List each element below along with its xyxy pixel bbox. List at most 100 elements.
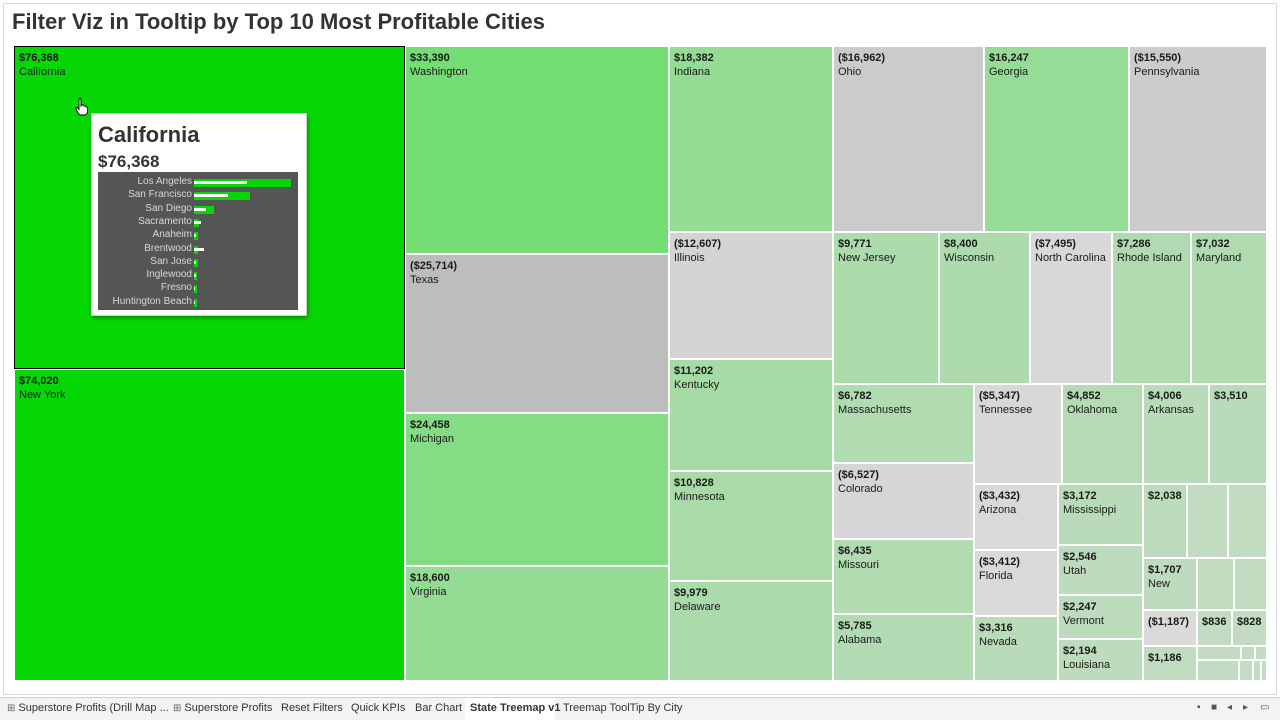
cell-profit-label: $6,782	[838, 390, 872, 402]
cell-state-label: Michigan	[410, 433, 455, 445]
treemap-cell-texas[interactable]: ($25,714) Texas	[405, 254, 669, 413]
treemap-cell-new-jersey[interactable]: $9,771 New Jersey	[833, 232, 939, 384]
cell-state-label: Maryland	[1196, 252, 1242, 264]
treemap-cell-utah[interactable]: $2,546 Utah	[1058, 545, 1143, 595]
treemap-cell-kentucky[interactable]: $11,202 Kentucky	[669, 359, 833, 471]
sheet-tab[interactable]: ⊞ Superstore Profits	[168, 698, 273, 720]
treemap-cell-delaware[interactable]: $9,979 Delaware	[669, 581, 833, 681]
treemap-cell-michigan[interactable]: $24,458 Michigan	[405, 413, 669, 566]
cell-profit-label: $7,032	[1196, 238, 1230, 250]
treemap-cell-small-h[interactable]	[1197, 660, 1239, 681]
cell-profit-label: $6,435	[838, 545, 872, 557]
sheet-tab-label: Quick KPIs	[351, 702, 406, 714]
treemap-cell-oklahoma[interactable]: $4,852 Oklahoma	[1062, 384, 1143, 484]
treemap-cell-louisiana[interactable]: $2,194 Louisiana	[1058, 639, 1143, 681]
sheet-tab[interactable]: Bar Chart	[410, 698, 462, 720]
treemap-cell-minnesota[interactable]: $10,828 Minnesota	[669, 471, 833, 581]
sheet-tab[interactable]: ⊞ Superstore Profits (Drill Map ...	[2, 698, 169, 720]
cell-profit-label: $2,247	[1063, 601, 1097, 613]
cell-state-label: Indiana	[674, 66, 711, 78]
treemap-cell-small-e[interactable]	[1197, 646, 1241, 660]
cell-state-label: Arkansas	[1148, 404, 1194, 416]
sheet-grid-icon[interactable]: ■	[1211, 702, 1218, 713]
hand-pointer-icon	[75, 98, 89, 116]
treemap-cell-arizona[interactable]: ($3,432) Arizona	[974, 484, 1058, 550]
cell-state-label: Nevada	[979, 636, 1017, 648]
sheet-tab[interactable]: State Treemap v1	[465, 698, 561, 720]
cell-profit-label: $2,546	[1063, 551, 1097, 563]
treemap-cell-small-d[interactable]	[1234, 558, 1267, 610]
treemap-cell-north-carolina[interactable]: ($7,495) North Carolina	[1030, 232, 1112, 384]
cell-profit-label: $24,458	[410, 419, 450, 431]
treemap-cell-pennsylvania[interactable]: ($15,550) Pennsylvania	[1129, 46, 1267, 232]
treemap-cell-illinois[interactable]: ($12,607) Illinois	[669, 232, 833, 359]
treemap-cell-colorado[interactable]: ($6,527) Colorado	[833, 463, 974, 539]
treemap-cell-mississippi[interactable]: $3,172 Mississippi	[1058, 484, 1143, 545]
tooltip-city-row: Huntington Beach	[98, 296, 298, 309]
treemap-cell-vermont[interactable]: $2,247 Vermont	[1058, 595, 1143, 639]
treemap-cell-unnamed-2038[interactable]: $2,038	[1143, 484, 1187, 558]
cell-profit-label: $5,785	[838, 620, 872, 632]
treemap-cell-small-f[interactable]	[1241, 646, 1255, 660]
treemap-cell-virginia[interactable]: $18,600 Virginia	[405, 566, 669, 681]
treemap-cell-new-partial[interactable]: $1,707 New	[1143, 558, 1197, 610]
cell-profit-label: $836	[1202, 616, 1227, 628]
tooltip-city-label: Brentwood	[144, 242, 192, 254]
treemap-cell-new-york[interactable]: $74,020 New York	[14, 369, 405, 681]
cell-profit-label: $3,172	[1063, 490, 1097, 502]
tooltip-city-label: San Diego	[145, 202, 192, 214]
treemap-cell-ohio[interactable]: ($16,962) Ohio	[833, 46, 984, 232]
cell-state-label: North Carolina	[1035, 252, 1106, 264]
tooltip-city-row: Anaheim	[98, 229, 298, 242]
prev-icon[interactable]: ◂	[1227, 702, 1233, 713]
tooltip-city-row: Brentwood	[98, 243, 298, 256]
city-reference-bar	[194, 207, 206, 211]
treemap-cell-unnamed-836[interactable]: $836	[1197, 610, 1232, 646]
presentation-icon[interactable]: ▭	[1260, 702, 1270, 713]
treemap-cell-arkansas[interactable]: $4,006 Arkansas	[1143, 384, 1209, 484]
cell-profit-label: ($25,714)	[410, 260, 458, 272]
treemap-cell-unnamed-3510[interactable]: $3,510	[1209, 384, 1267, 484]
next-icon[interactable]: ▸	[1243, 702, 1249, 713]
treemap-cell-florida[interactable]: ($3,412) Florida	[974, 550, 1058, 616]
tooltip-city-row: Los Angeles	[98, 176, 298, 189]
treemap-cell-nevada[interactable]: $3,316 Nevada	[974, 616, 1058, 681]
sheet-tab[interactable]: Quick KPIs	[346, 698, 407, 720]
cell-profit-label: $3,510	[1214, 390, 1248, 402]
treemap-cell-massachusetts[interactable]: $6,782 Massachusetts	[833, 384, 974, 463]
cell-state-label: Oklahoma	[1067, 404, 1118, 416]
treemap-cell-small-i[interactable]	[1239, 660, 1253, 681]
cell-profit-label: $10,828	[674, 477, 714, 489]
treemap-cell-alabama[interactable]: $5,785 Alabama	[833, 614, 974, 681]
first-icon[interactable]: ▪	[1197, 702, 1201, 713]
treemap-cell-unnamed-1186[interactable]: $1,186	[1143, 646, 1197, 681]
treemap-cell-georgia[interactable]: $16,247 Georgia	[984, 46, 1129, 232]
tooltip-city-row: San Diego	[98, 203, 298, 216]
cell-profit-label: $18,382	[674, 52, 714, 64]
sheet-tab[interactable]: Treemap ToolTip By City	[558, 698, 683, 720]
cell-profit-label: $1,186	[1148, 652, 1182, 664]
treemap-cell-small-k[interactable]	[1261, 660, 1267, 681]
treemap-cell-maryland[interactable]: $7,032 Maryland	[1191, 232, 1267, 384]
treemap-cell-unnamed-828[interactable]: $828	[1232, 610, 1267, 646]
grid-icon: ⊞	[7, 703, 16, 714]
sheet-tab[interactable]: Reset Filters	[276, 698, 344, 720]
treemap-cell-missouri[interactable]: $6,435 Missouri	[833, 539, 974, 614]
cell-profit-label: ($5,347)	[979, 390, 1020, 402]
treemap-cell-small-a[interactable]	[1187, 484, 1228, 558]
treemap-cell-indiana[interactable]: $18,382 Indiana	[669, 46, 833, 232]
treemap-cell-tennessee[interactable]: ($5,347) Tennessee	[974, 384, 1062, 484]
treemap-cell-rhode-island[interactable]: $7,286 Rhode Island	[1112, 232, 1191, 384]
treemap-cell-small-b[interactable]	[1228, 484, 1267, 558]
treemap-cell-small-g[interactable]	[1255, 646, 1267, 660]
cell-profit-label: $4,006	[1148, 390, 1182, 402]
cell-state-label: New	[1148, 578, 1171, 590]
treemap-cell-small-j[interactable]	[1253, 660, 1261, 681]
treemap-cell-wisconsin[interactable]: $8,400 Wisconsin	[939, 232, 1030, 384]
dashboard-frame	[3, 3, 1277, 695]
treemap-cell-small-c[interactable]	[1197, 558, 1234, 610]
treemap-cell-unnamed-neg1187[interactable]: ($1,187)	[1143, 610, 1197, 646]
cell-state-label: Delaware	[674, 601, 721, 613]
treemap-cell-washington[interactable]: $33,390 Washington	[405, 46, 669, 254]
